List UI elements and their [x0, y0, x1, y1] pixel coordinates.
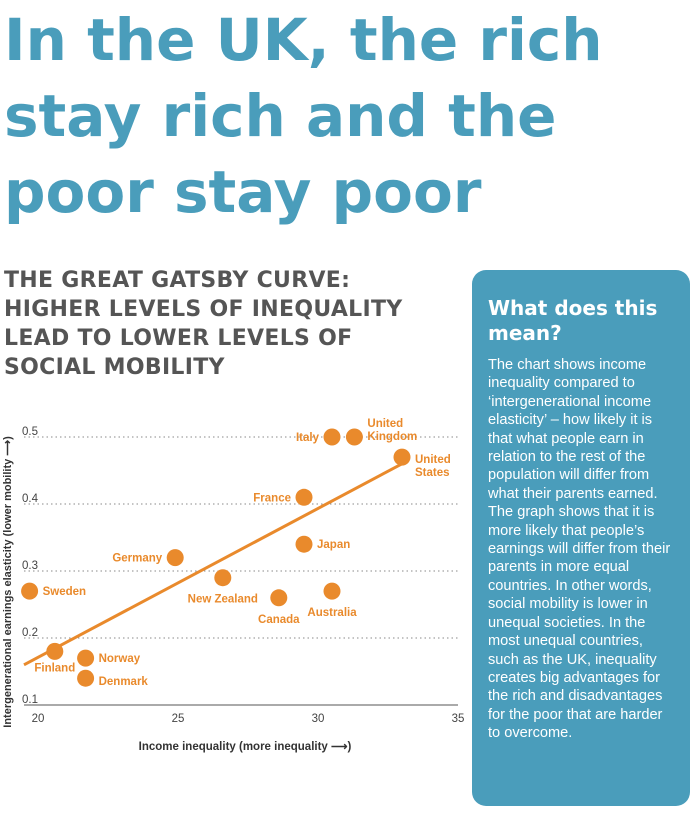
data-point-label: Australia	[307, 607, 357, 619]
x-axis-label: Income inequality (more inequality ⟶)	[139, 741, 352, 753]
data-points	[21, 428, 411, 687]
data-point-label: Denmark	[99, 676, 149, 688]
x-tick-label: 35	[452, 713, 465, 725]
data-point	[166, 549, 184, 567]
data-point-label: United States	[415, 454, 451, 479]
y-tick-label: 0.5	[22, 426, 38, 438]
data-point-label: France	[253, 492, 291, 504]
data-point	[270, 589, 288, 607]
explanation-panel: What does this mean? The chart shows inc…	[472, 270, 690, 806]
data-point	[295, 488, 313, 506]
data-point	[46, 642, 64, 660]
data-point	[295, 535, 313, 553]
panel-body: The chart shows income inequality compar…	[488, 357, 671, 742]
x-tick-label: 30	[312, 713, 325, 725]
y-axis-label: Intergenerational earnings elasticity (l…	[2, 436, 14, 728]
data-point-label: Finland	[34, 662, 75, 674]
x-tick-label: 20	[32, 713, 45, 725]
panel-title: What does this mean?	[488, 296, 658, 345]
data-point	[323, 428, 341, 446]
x-tick-label: 25	[172, 713, 185, 725]
data-point-label: Canada	[258, 614, 300, 626]
data-point-label: Japan	[317, 539, 350, 551]
y-tick-label: 0.1	[22, 694, 38, 706]
data-point-label: Germany	[112, 553, 162, 565]
data-point	[21, 582, 39, 600]
data-point	[323, 582, 341, 600]
y-tick-label: 0.2	[22, 627, 38, 639]
scatter-chart: 0.1 0.2 0.3 0.4 0.5 20 25 30 35 Sweden Finland No…	[2, 418, 465, 753]
chart-grid	[24, 436, 458, 639]
data-point-label: New Zealand	[188, 594, 258, 606]
data-point-label: Italy	[296, 432, 320, 444]
headline: In the UK, the rich stay rich and the po…	[4, 6, 603, 226]
y-tick-label: 0.4	[22, 493, 39, 505]
data-point	[77, 669, 95, 687]
chart-subtitle: THE GREAT GATSBY CURVE: HIGHER LEVELS OF…	[4, 268, 403, 380]
point-labels: Sweden Finland Norway Denmark Germany New Zea…	[34, 418, 450, 688]
y-tick-labels: 0.1 0.2 0.3 0.4 0.5	[22, 426, 39, 706]
data-point	[345, 428, 363, 446]
data-point-label: Norway	[99, 653, 141, 665]
data-point-label: Sweden	[43, 586, 86, 598]
data-point-label: United Kingdom	[367, 418, 417, 443]
data-point	[214, 569, 232, 587]
trend-line	[23, 462, 403, 667]
x-tick-labels: 20 25 30 35	[32, 713, 465, 725]
data-point	[393, 448, 411, 466]
y-tick-label: 0.3	[22, 560, 38, 572]
data-point	[77, 649, 95, 667]
